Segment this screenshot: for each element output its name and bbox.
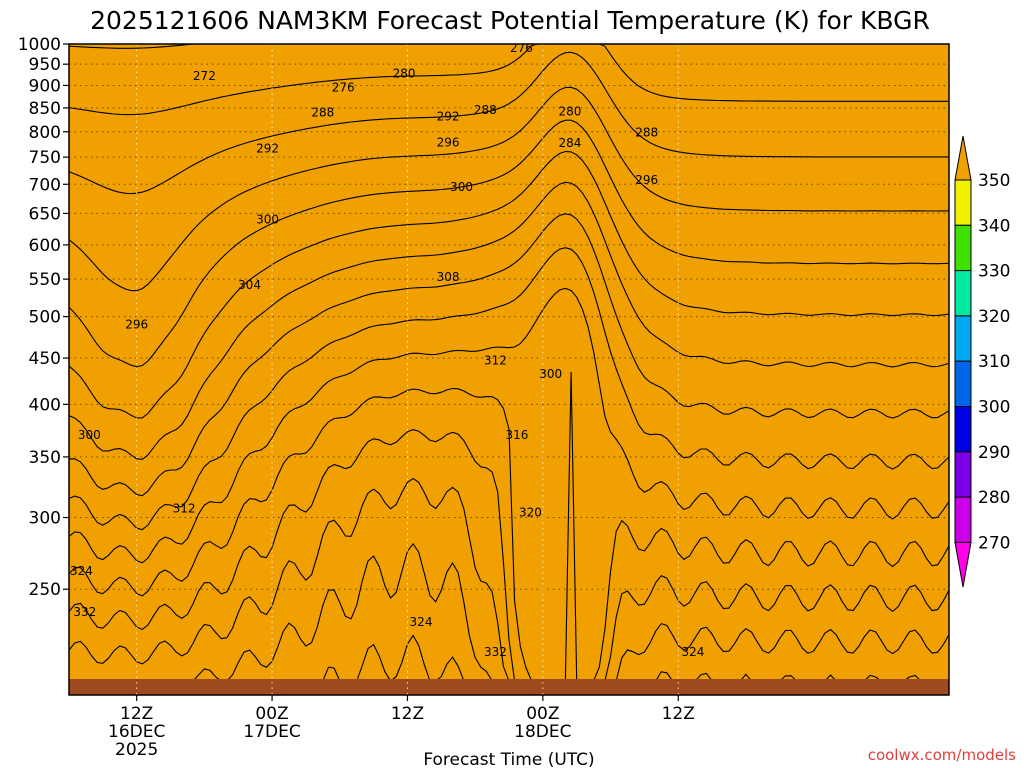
plot-frame (68, 43, 950, 696)
isotherm-284 (69, 86, 949, 292)
x-tick-label: 18DEC (514, 722, 571, 742)
isotherm-280 (69, 51, 949, 195)
colorbar-swatch (954, 406, 972, 453)
contour-label: 288 (311, 106, 334, 120)
colorbar-swatch (954, 451, 972, 498)
colorbar-swatch (954, 270, 972, 317)
y-tick-label: 850 (29, 99, 61, 119)
isotherm-292 (69, 150, 949, 419)
contour-label: 280 (393, 66, 416, 80)
colorbar-label: 350 (978, 171, 1010, 191)
colorbar-legend: 270 280 290 300 310 320 330 340 350 (954, 135, 1010, 588)
contour-label: 272 (193, 69, 216, 83)
colorbar-label: 300 (978, 398, 1010, 418)
colorbar-swatch (954, 360, 972, 408)
y-tick-label: 1000 (18, 35, 61, 55)
contour-label: 284 (558, 136, 581, 150)
contour-label: 292 (437, 109, 460, 123)
contour-label: 332 (73, 605, 96, 619)
x-tick-label: 16DEC (108, 722, 165, 742)
contour-labels: 332 324 312 300 296 304 300 292 288 276 272 280 276 3… (70, 41, 704, 659)
contour-label: 300 (450, 180, 473, 194)
y-tick-label: 400 (29, 395, 61, 415)
colorbar-swatch (954, 179, 972, 226)
x-tick-label: 12Z (662, 704, 695, 724)
contour-label: 308 (437, 270, 460, 284)
isotherm-300 (69, 213, 949, 497)
contour-label: 312 (173, 501, 196, 515)
contour-label: 312 (484, 354, 507, 368)
isotherm-312 (69, 372, 949, 682)
contour-label: 292 (256, 141, 279, 155)
colorbar-label: 270 (978, 533, 1010, 553)
x-tick-label: 12Z (120, 704, 153, 724)
grid-lines (69, 44, 949, 695)
contour-label: 332 (484, 645, 507, 659)
y-tick-label: 300 (29, 509, 61, 529)
y-tick-label: 950 (29, 55, 61, 75)
contour-label: 280 (558, 105, 581, 119)
contour-label: 324 (70, 564, 93, 578)
colorbar-label: 290 (978, 443, 1010, 463)
y-tick-label: 750 (29, 148, 61, 168)
colorbar-swatch (954, 224, 972, 272)
contour-label: 320 (519, 505, 542, 519)
ground-surface (69, 679, 949, 695)
band-above-350 (69, 44, 949, 681)
colorbar-swatch (954, 315, 972, 362)
y-tick-label: 350 (29, 448, 61, 468)
colorbar-top-arrow (954, 135, 972, 181)
credit-text: coolwx.com/models (868, 746, 1016, 764)
x-tick-label: 00Z (526, 704, 559, 724)
temperature-bands (69, 44, 949, 695)
chart-title: 2025121606 NAM3KM Forecast Potential Tem… (90, 6, 930, 35)
y-tick-label: 900 (29, 76, 61, 96)
contour-label: 296 (635, 173, 658, 187)
contour-label: 300 (256, 213, 279, 227)
contour-label: 276 (332, 81, 355, 95)
isotherm-304 (69, 247, 949, 531)
contour-label: 304 (238, 278, 261, 292)
x-tick-label: 17DEC (243, 722, 300, 742)
contour-label: 288 (474, 103, 497, 117)
y-tick-label: 250 (29, 580, 61, 600)
contour-label: 296 (125, 318, 148, 332)
isotherm-308 (69, 287, 949, 564)
y-tick-label: 650 (29, 204, 61, 224)
colorbar-swatch (954, 496, 972, 543)
contour-label: 300 (78, 428, 101, 442)
colorbar-label: 310 (978, 352, 1010, 372)
contour-label: 324 (410, 615, 433, 629)
colorbar-bottom-arrow (954, 541, 972, 588)
contour-label: 296 (437, 136, 460, 150)
y-tick-label: 500 (29, 308, 61, 328)
colorbar-label: 280 (978, 488, 1010, 508)
y-tick-label: 800 (29, 123, 61, 143)
x-axis-title: Forecast Time (UTC) (423, 750, 594, 768)
colorbar-label: 340 (978, 216, 1010, 236)
contour-label: 324 (681, 645, 704, 659)
x-tick-label: 2025 (115, 740, 158, 760)
y-tick-label: 550 (29, 270, 61, 290)
contour-label: 288 (635, 125, 658, 139)
y-tick-label: 700 (29, 175, 61, 195)
y-tick-label: 600 (29, 236, 61, 256)
x-tick-label: 12Z (391, 704, 424, 724)
plot-area: 332 324 312 300 296 304 300 292 288 276 272 280 276 3… (69, 41, 949, 695)
isotherm-296 (69, 181, 949, 460)
contour-label: 316 (505, 428, 528, 442)
contour-label: 300 (539, 367, 562, 381)
contour-label: 276 (510, 41, 533, 55)
colorbar-label: 320 (978, 307, 1010, 327)
y-tick-label: 450 (29, 349, 61, 369)
isotherm-288 (69, 119, 949, 368)
x-tick-label: 00Z (255, 704, 288, 724)
colorbar-label: 330 (978, 262, 1010, 282)
isotherm-316 (69, 429, 949, 682)
